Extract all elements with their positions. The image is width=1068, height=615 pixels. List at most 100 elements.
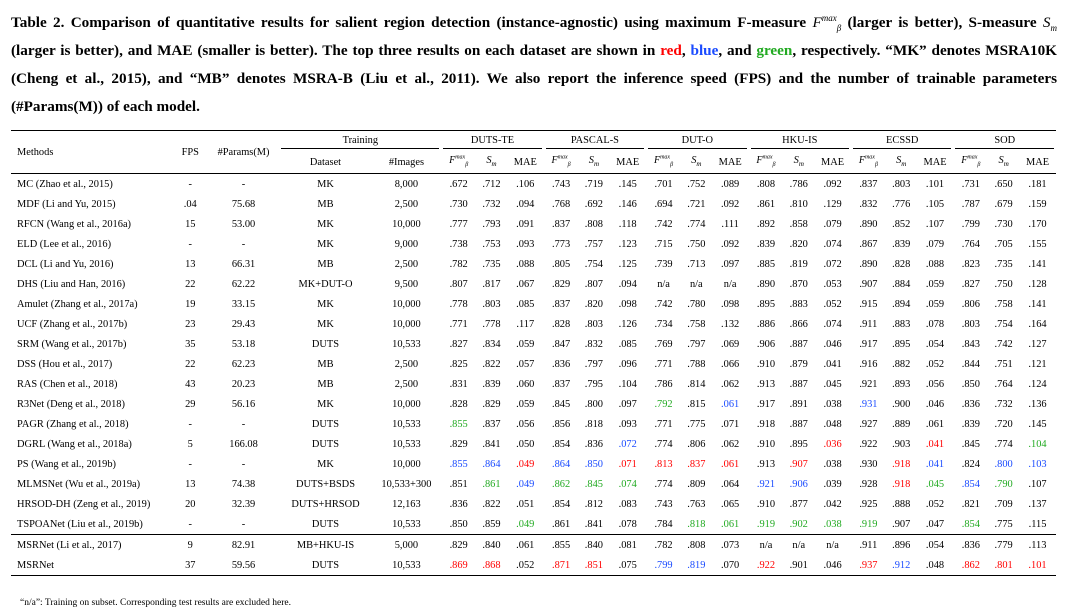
metric-value: .894 (892, 298, 911, 310)
metric-value: n/a (723, 278, 737, 290)
metric-value: .115 (1028, 518, 1047, 530)
metric-value: .861 (482, 478, 501, 490)
metric-value: .046 (925, 398, 945, 410)
metric-value: .790 (994, 478, 1013, 490)
table-row: PAGR (Zhang et al., 2018) - - DUTS 10,533 .85… (11, 414, 1056, 434)
metric-value: .774 (994, 438, 1013, 450)
metric-value: .910 (756, 498, 776, 510)
metric-value: .075 (609, 555, 647, 577)
params-value: 82.91 (207, 534, 280, 556)
header-metric-fmax: Fmaxβ (544, 151, 579, 174)
metric-value: .141 (1028, 298, 1047, 310)
train-images: 2,500 (394, 378, 419, 390)
metric-value: .041 (925, 438, 945, 450)
metric-value: .839 (756, 238, 776, 250)
metric-value: .803 (482, 298, 501, 310)
metric-value: .072 (618, 438, 637, 450)
metric-value: .883 (789, 298, 808, 310)
metric-value: .822 (482, 358, 501, 370)
metric-value: .910 (756, 358, 776, 370)
metric-value: .801 (988, 555, 1019, 577)
metric-value: .855 (449, 418, 468, 430)
metric-value: .104 (618, 378, 637, 390)
metric-value: .097 (721, 258, 740, 270)
metric-value: .049 (516, 458, 535, 470)
metric-value: .104 (1028, 438, 1047, 450)
metric-value: .123 (618, 238, 637, 250)
results-table: Methods FPS #Params(M) Training DUTS-TE … (11, 129, 1056, 577)
train-dataset: DUTS (311, 518, 340, 530)
header-metric-sm: Sm (886, 151, 917, 174)
metric-value: .922 (748, 555, 784, 577)
fmax-symbol: Fmaxβ (449, 155, 468, 168)
metric-value: .101 (1019, 555, 1056, 577)
metric-value: .062 (721, 378, 740, 390)
metric-value: .041 (823, 358, 842, 370)
metric-value: .129 (823, 198, 842, 210)
metric-value: .052 (925, 358, 945, 370)
metric-value: .052 (506, 555, 544, 577)
metric-value: .805 (552, 258, 571, 270)
train-images: 9,000 (394, 238, 419, 250)
metric-value: .829 (552, 278, 571, 290)
method-name: Amulet (Zhang et al., 2017a) (17, 298, 138, 310)
train-dataset: MB (317, 378, 334, 390)
table-row: MSRNet (Li et al., 2017) 9 82.91 MB+HKU-IS 5… (11, 534, 1056, 556)
metric-value: .072 (823, 258, 842, 270)
metric-value: .808 (584, 218, 603, 230)
metric-value: .807 (584, 278, 603, 290)
metric-value: .803 (961, 318, 980, 330)
header-train-images: #Images (388, 156, 425, 168)
method-name: UCF (Zhang et al., 2017b) (17, 318, 128, 330)
metric-value: .073 (711, 534, 749, 556)
metric-value: .843 (961, 338, 980, 350)
sm-letter: S (486, 154, 492, 166)
metric-value: .854 (961, 518, 980, 530)
table-row: UCF (Zhang et al., 2017b) 23 29.43 MK 10,000… (11, 314, 1056, 334)
metric-value: .917 (756, 398, 776, 410)
metric-value: .088 (516, 258, 535, 270)
metric-value: .769 (654, 338, 673, 350)
sm-letter: S (896, 154, 902, 166)
metric-value: .809 (687, 478, 706, 490)
fmax-letter: F (961, 155, 968, 167)
metric-value: .750 (994, 278, 1013, 290)
train-images: 10,533 (392, 338, 421, 350)
caption-sep-1: , (681, 42, 691, 59)
caption-text-2: (larger is better), S-measure (841, 14, 1043, 31)
train-dataset: MB+HKU-IS (279, 534, 372, 556)
metric-value: .836 (584, 438, 603, 450)
metric-value: .062 (721, 438, 740, 450)
metric-value: .048 (823, 418, 842, 430)
metric-value: .870 (789, 278, 808, 290)
fmax-letter: F (858, 155, 865, 167)
metric-value: .893 (892, 378, 911, 390)
metric-value: .882 (892, 358, 911, 370)
metric-value: .069 (721, 338, 740, 350)
metric-value: .093 (516, 238, 535, 250)
metric-value: .124 (1028, 378, 1047, 390)
header-dataset-label: PASCAL-S (545, 133, 645, 149)
sm-symbol: Sm (691, 155, 701, 168)
metric-value: .768 (552, 198, 571, 210)
metric-value: .098 (721, 298, 740, 310)
metric-value: .836 (961, 398, 980, 410)
metric-value: .888 (892, 498, 911, 510)
params-value: - (241, 518, 246, 530)
train-images: 10,000 (392, 318, 421, 330)
header-dataset-label: DUTS-TE (443, 133, 542, 149)
metric-value: .786 (654, 378, 673, 390)
metric-value: .850 (584, 458, 603, 470)
metric-value: .083 (618, 498, 637, 510)
s-sub: m (1050, 23, 1058, 34)
metric-value: .775 (687, 418, 706, 430)
metric-value: .038 (823, 518, 842, 530)
metric-value: .071 (721, 418, 740, 430)
metric-value: .820 (789, 238, 808, 250)
metric-value: .064 (721, 478, 740, 490)
metric-value: .036 (823, 438, 842, 450)
metric-value: .837 (552, 378, 571, 390)
metric-value: .081 (609, 534, 647, 556)
sm-symbol: Sm (999, 155, 1009, 168)
header-metric-fmax: Fmaxβ (851, 151, 886, 174)
